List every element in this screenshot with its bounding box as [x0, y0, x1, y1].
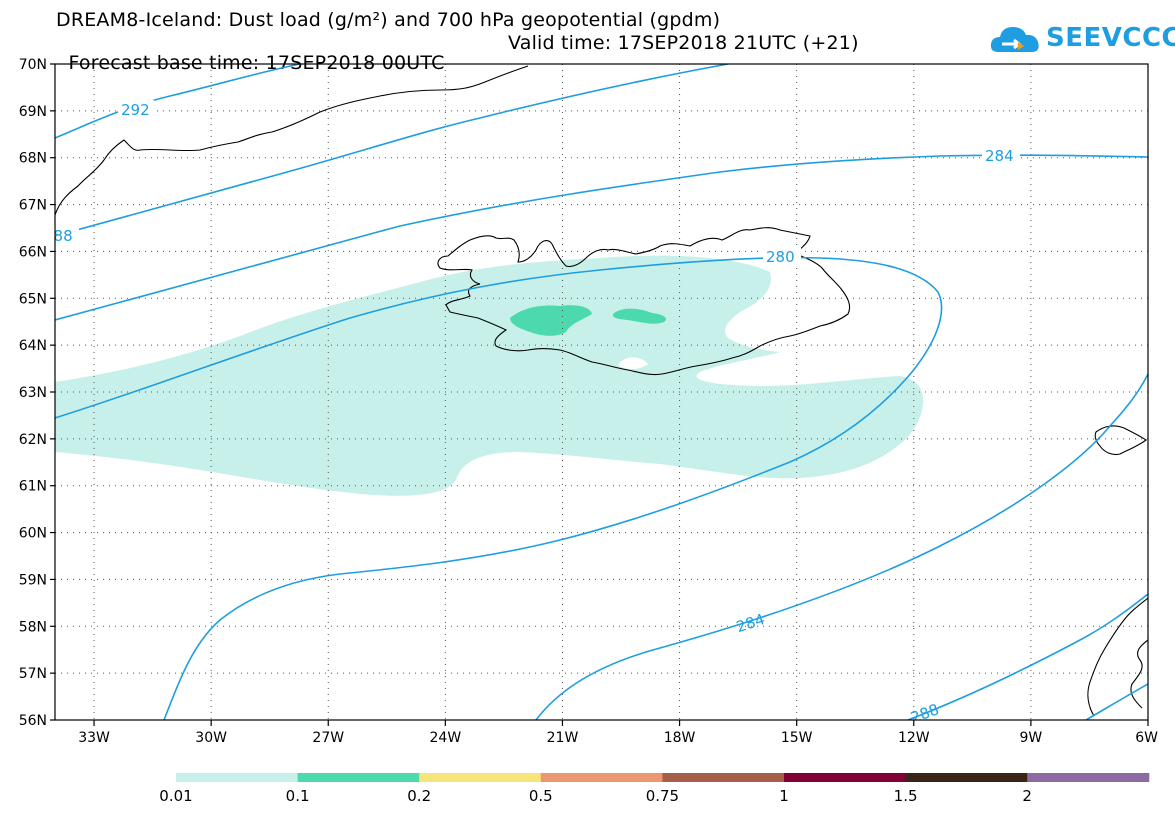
- colorbar-label: 0.01: [159, 787, 193, 805]
- coastlines: [55, 65, 1148, 717]
- latitude-tick-label: 68N: [19, 151, 47, 167]
- latitude-tick-label: 58N: [19, 619, 47, 635]
- longitude-tick-label: 33W: [78, 730, 110, 746]
- colorbar-segment: [540, 773, 663, 782]
- longitude-tick-label: 9W: [1020, 730, 1043, 746]
- contour-280: [55, 256, 943, 720]
- colorbar-label: 0.75: [645, 787, 680, 805]
- longitude-tick-label: 24W: [430, 730, 462, 746]
- contour-label: 284: [734, 610, 767, 636]
- contour-288: [55, 64, 729, 237]
- latitude-tick-label: 59N: [19, 572, 47, 588]
- scotland-coast: [1087, 597, 1148, 717]
- latitude-tick-label: 64N: [19, 338, 47, 354]
- contour-284-south: [535, 373, 1148, 720]
- contour-label: 292: [121, 101, 150, 119]
- logo-text: SEEVCCC: [1046, 23, 1175, 53]
- latitude-labels: 70N 69N 68N 67N 66N 65N 64N 63N 62N 61N 60N 59N 58N 5…: [19, 57, 47, 729]
- colorbar-segment: [905, 773, 1028, 782]
- latitude-tick-label: 66N: [19, 244, 47, 260]
- colorbar-label: 1.5: [893, 787, 918, 805]
- longitude-tick-label: 15W: [781, 730, 813, 746]
- longitude-labels: 33W 30W 27W 24W 21W 18W 15W 12W 9W 6W: [78, 730, 1158, 746]
- longitude-tick-label: 27W: [312, 730, 344, 746]
- iceland-coast: [437, 227, 851, 376]
- dust-area-mid: [510, 305, 592, 336]
- latitude-tick-label: 62N: [19, 432, 47, 448]
- valid-time: Valid time: 17SEP2018 21UTC (+21): [508, 32, 859, 54]
- cloud-logo-icon: [990, 27, 1039, 52]
- contour-292: [55, 64, 301, 139]
- longitude-tick-label: 21W: [547, 730, 579, 746]
- colorbar-label: 0.1: [285, 787, 310, 805]
- dust-hole: [618, 357, 648, 370]
- longitude-tick-label: 6W: [1135, 730, 1158, 746]
- colorbar-label: 1: [779, 787, 789, 805]
- colorbar-label: 0.2: [407, 787, 432, 805]
- map-title: DREAM8-Iceland: Dust load (g/m²) and 700…: [56, 9, 721, 31]
- colorbar-label: 0.5: [528, 787, 553, 805]
- latitude-tick-label: 61N: [19, 479, 47, 495]
- longitude-tick-label: 30W: [195, 730, 227, 746]
- latitude-tick-label: 56N: [19, 713, 47, 729]
- contour-label: 280: [766, 248, 795, 266]
- latitude-tick-label: 63N: [19, 385, 47, 401]
- longitude-tick-label: 18W: [664, 730, 696, 746]
- colorbar-segment: [662, 773, 785, 782]
- dust-area-mid: [612, 308, 667, 324]
- contour-label: 288: [44, 227, 73, 245]
- forecast-base-time: Forecast base time: 17SEP2018 00UTC: [68, 52, 445, 74]
- latitude-tick-label: 65N: [19, 291, 47, 307]
- seevccc-logo: SEEVCCC: [988, 20, 1175, 60]
- axis-ticks: [50, 63, 1149, 726]
- colorbar-segment: [419, 773, 542, 782]
- faroe-islands-coast: [1094, 425, 1147, 456]
- colorbar-segment: [297, 773, 420, 782]
- latitude-tick-label: 57N: [19, 666, 47, 682]
- colorbar-segment: [176, 773, 299, 782]
- map-subtitle: Forecast base time: 17SEP2018 00UTC Vali…: [56, 33, 858, 93]
- greenland-coast: [55, 65, 529, 216]
- colorbar-segment: [1027, 773, 1150, 782]
- contour-292-south: [1085, 683, 1148, 720]
- latitude-tick-label: 70N: [19, 57, 47, 73]
- dust-area-low: [55, 255, 924, 496]
- latitude-tick-label: 60N: [19, 526, 47, 542]
- dust-load-colorbar: [176, 773, 1150, 782]
- latitude-tick-label: 69N: [19, 104, 47, 120]
- map-grid: [55, 64, 1148, 720]
- latitude-tick-label: 67N: [19, 198, 47, 214]
- colorbar-segment: [784, 773, 907, 782]
- colorbar-label: 2: [1022, 787, 1032, 805]
- longitude-tick-label: 12W: [898, 730, 930, 746]
- contour-label: 284: [985, 147, 1014, 165]
- contour-288-south: [907, 593, 1148, 720]
